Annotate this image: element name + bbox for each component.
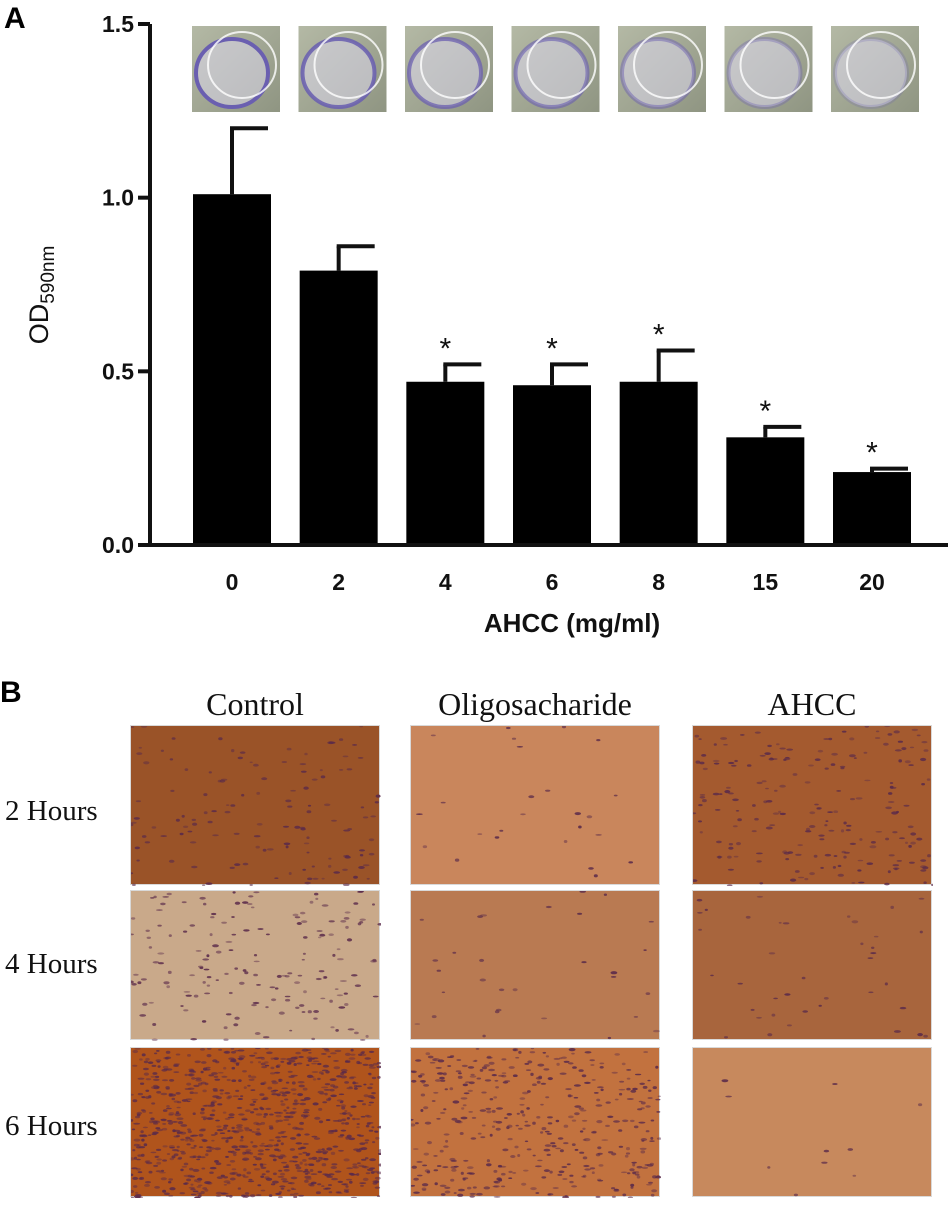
y-tick-label: 1.5 — [102, 11, 134, 37]
plate-photo — [618, 26, 706, 112]
micrograph-control-2-hours — [128, 724, 381, 887]
bacteria-texture — [721, 1079, 923, 1197]
y-axis-title-main: OD — [24, 304, 54, 345]
y-ticks: 0.0 0.5 1.0 1.5 — [102, 11, 150, 558]
column-header-control: Control — [206, 686, 304, 722]
column-header-ahcc: AHCC — [767, 686, 857, 722]
plate-photo — [724, 26, 813, 112]
bacteria-texture — [407, 1047, 662, 1200]
x-tick-label: 0 — [226, 569, 239, 595]
bar-chart: * * * * * 0.0 0.5 1.0 1.5 0 2 4 6 8 15 20 AHCC (mg/ml… — [24, 11, 948, 638]
bacteria-texture — [691, 724, 935, 887]
x-tick-label: 15 — [753, 569, 779, 595]
row-header-4-hours: 4 Hours — [5, 948, 98, 980]
bar — [299, 270, 378, 545]
plate-photo — [511, 26, 600, 112]
micrograph-oligosacharide-4-hours — [410, 890, 660, 1040]
bacteria-texture — [128, 1047, 385, 1200]
bar — [513, 385, 591, 545]
y-tick-label: 0.5 — [102, 358, 134, 384]
micrograph-ahcc-2-hours — [691, 724, 935, 887]
column-header-oligosacharide: Oligosacharide — [438, 686, 632, 722]
significance-marker: * — [546, 332, 558, 365]
significance-marker: * — [439, 332, 451, 365]
y-axis-title-subscript: 590nm — [38, 246, 59, 304]
y-tick-label: 0.0 — [102, 532, 134, 558]
plate-photo — [405, 26, 493, 112]
x-ticks: 0 2 4 6 8 15 20 — [226, 569, 885, 595]
micrograph-oligosacharide-6-hours — [407, 1047, 662, 1200]
plate-photo — [298, 26, 387, 112]
bar — [406, 381, 485, 545]
micrograph-ahcc-6-hours — [692, 1047, 932, 1197]
bacteria-texture — [696, 895, 928, 1039]
micrograph-ahcc-4-hours — [692, 890, 932, 1040]
x-tick-label: 20 — [859, 569, 885, 595]
panel-b-label: B — [0, 676, 22, 709]
row-header-6-hours: 6 Hours — [5, 1110, 98, 1142]
micrograph-oligosacharide-2-hours — [410, 725, 660, 885]
x-axis-title: AHCC (mg/ml) — [484, 608, 660, 638]
bar — [619, 381, 698, 545]
bacteria-texture — [128, 724, 381, 887]
plate-photos — [192, 26, 919, 112]
significance-marker: * — [653, 318, 665, 351]
panel-a-label: A — [4, 2, 26, 35]
bar — [726, 437, 805, 545]
x-tick-label: 2 — [332, 569, 345, 595]
bacteria-texture — [416, 725, 633, 878]
bars-group: * * * * * — [193, 126, 911, 545]
bacteria-texture — [414, 890, 660, 1040]
plate-photo — [192, 26, 280, 112]
y-tick-label: 1.0 — [102, 185, 134, 211]
axes-group — [148, 24, 948, 547]
bar — [833, 472, 911, 545]
row-header-2-hours: 2 Hours — [5, 795, 98, 827]
x-tick-label: 4 — [439, 569, 452, 595]
micrograph-control-4-hours — [128, 889, 383, 1042]
x-tick-label: 6 — [546, 569, 559, 595]
x-tick-label: 8 — [652, 569, 665, 595]
y-axis-title: OD590nm — [24, 246, 59, 345]
bacteria-texture — [128, 889, 383, 1042]
significance-marker: * — [866, 437, 878, 470]
micrograph-control-6-hours — [128, 1047, 385, 1200]
significance-marker: * — [759, 395, 771, 428]
bar — [193, 194, 271, 545]
plate-photo — [831, 26, 919, 112]
